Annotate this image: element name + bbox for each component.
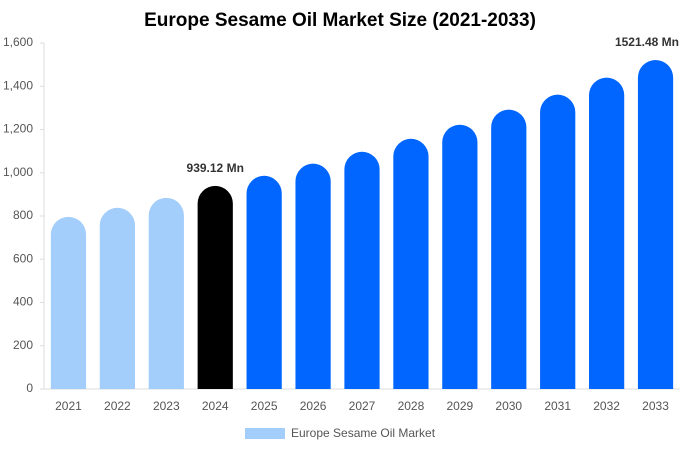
x-tick-label: 2030 [495, 399, 522, 413]
x-tick-label: 2027 [349, 399, 376, 413]
value-label: 939.12 Mn [187, 161, 244, 175]
y-tick-label: 400 [13, 295, 33, 309]
bar [491, 109, 527, 389]
x-tick-label: 2024 [202, 399, 229, 413]
y-tick-label: 0 [26, 381, 33, 395]
x-tick-label: 2021 [55, 399, 82, 413]
bar [589, 77, 625, 389]
bar [344, 151, 380, 389]
x-tick-label: 2023 [153, 399, 180, 413]
x-tick-label: 2025 [251, 399, 278, 413]
y-tick-label: 1,600 [3, 35, 33, 49]
y-tick-label: 1,200 [3, 122, 33, 136]
bar [197, 185, 233, 389]
bar [246, 175, 282, 389]
value-label: 1521.48 Mn [615, 35, 679, 49]
legend-swatch [245, 428, 285, 439]
x-tick-label: 2031 [544, 399, 571, 413]
y-tick-label: 600 [13, 251, 33, 265]
bar [637, 59, 674, 389]
bar [393, 138, 429, 389]
bar [442, 124, 478, 390]
x-tick-label: 2028 [398, 399, 425, 413]
y-tick-label: 1,400 [3, 78, 33, 92]
bar [540, 94, 576, 390]
bar [295, 163, 331, 389]
y-tick-label: 1,000 [3, 165, 33, 179]
x-tick-label: 2022 [104, 399, 131, 413]
x-tick-label: 2026 [300, 399, 327, 413]
chart-title: Europe Sesame Oil Market Size (2021-2033… [144, 10, 536, 31]
x-tick-label: 2032 [593, 399, 620, 413]
bar [99, 207, 135, 389]
bar [148, 197, 184, 389]
bar [50, 216, 87, 389]
legend-label: Europe Sesame Oil Market [291, 426, 436, 440]
y-tick-label: 800 [13, 208, 33, 222]
y-tick-label: 200 [13, 338, 33, 352]
x-tick-label: 2029 [446, 399, 473, 413]
x-tick-label: 2033 [642, 399, 669, 413]
